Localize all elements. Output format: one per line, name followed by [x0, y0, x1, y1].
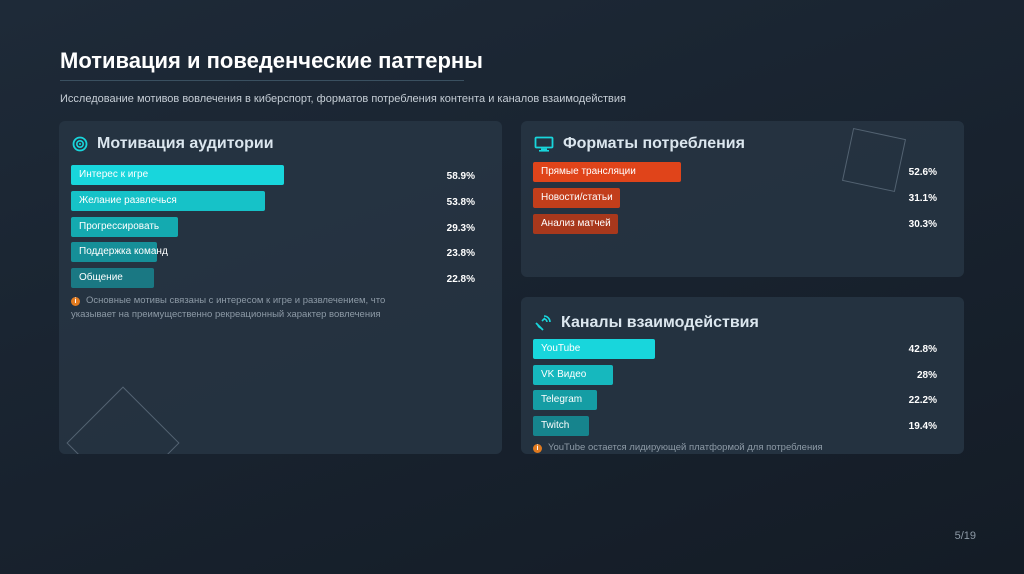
target-icon: [72, 136, 88, 152]
channels-bar-label: YouTube: [541, 343, 581, 354]
motivation-value: 29.3%: [446, 223, 475, 234]
slide-title: Мотивация и поведенческие паттерны: [60, 48, 483, 73]
formats-bar-label: Анализ матчей: [541, 218, 611, 229]
formats-deco: [841, 127, 907, 193]
motivation-value: 53.8%: [446, 197, 475, 208]
motivation-row: Желание развлечься: [71, 191, 265, 211]
motivation-note: i Основные мотивы связаны с интересом к и…: [71, 294, 401, 322]
monitor-icon: [534, 136, 554, 152]
channels-note-text: YouTube остается лидирующей платформой д…: [548, 442, 823, 453]
formats-title: Форматы потребления: [563, 135, 745, 152]
channels-row: YouTube: [533, 339, 655, 359]
motivation-bar-label: Прогрессировать: [79, 221, 160, 232]
channels-card: Каналы взаимодействия YouTube 42.8% VK В…: [521, 297, 964, 454]
channels-bar: Twitch: [533, 416, 589, 436]
formats-bar: Новости/статьи: [533, 188, 620, 208]
info-icon: i: [71, 297, 80, 306]
motivation-bar-label: Интерес к игре: [79, 169, 149, 180]
motivation-row: Прогрессировать: [71, 217, 178, 237]
formats-bar-label: Прямые трансляции: [541, 166, 636, 177]
formats-row: Прямые трансляции: [533, 162, 681, 182]
channels-header: Каналы взаимодействия: [534, 314, 759, 332]
motivation-row: Интерес к игре: [71, 165, 284, 185]
formats-card: Форматы потребления Прямые трансляции 52…: [521, 121, 964, 277]
formats-value: 52.6%: [908, 167, 937, 178]
title-underline: [60, 80, 464, 81]
channels-row: Telegram: [533, 390, 597, 410]
motivation-deco: [66, 386, 180, 454]
motivation-bar-label: Желание развлечься: [79, 195, 177, 206]
formats-bar: Анализ матчей: [533, 214, 618, 234]
channels-bar-label: Telegram: [541, 394, 583, 405]
motivation-bar: Общение: [71, 268, 154, 288]
motivation-row: Поддержка команд: [71, 242, 168, 262]
formats-bar: Прямые трансляции: [533, 162, 681, 182]
channels-value: 28%: [916, 370, 937, 381]
channels-bar-label: VK Видео: [541, 369, 587, 380]
formats-value: 30.3%: [908, 219, 937, 230]
motivation-bar: Поддержка команд: [71, 242, 168, 262]
formats-row: Новости/статьи: [533, 188, 620, 208]
channels-bar: Telegram: [533, 390, 597, 410]
motivation-bar-label: Поддержка команд: [79, 246, 168, 257]
motivation-bar-label: Общение: [79, 272, 123, 283]
motivation-value: 58.9%: [446, 171, 475, 182]
channels-row: Twitch: [533, 416, 589, 436]
channels-title: Каналы взаимодействия: [561, 314, 759, 331]
formats-value: 31.1%: [908, 193, 937, 204]
channels-bar: YouTube: [533, 339, 655, 359]
motivation-header: Мотивация аудитории: [72, 135, 274, 153]
channels-note: i YouTube остается лидирующей платформой …: [533, 441, 933, 454]
motivation-title: Мотивация аудитории: [97, 135, 274, 152]
motivation-row: Общение: [71, 268, 154, 288]
channels-row: VK Видео: [533, 365, 613, 385]
channels-value: 19.4%: [908, 421, 937, 432]
motivation-bar: Желание развлечься: [71, 191, 265, 211]
channels-bar: VK Видео: [533, 365, 613, 385]
page-number: 5/19: [954, 530, 976, 542]
satellite-icon: [534, 314, 552, 332]
channels-value: 42.8%: [908, 344, 937, 355]
channels-value: 22.2%: [908, 395, 937, 406]
info-icon: i: [533, 444, 542, 453]
formats-row: Анализ матчей: [533, 214, 618, 234]
motivation-value: 23.8%: [446, 248, 475, 259]
formats-header: Форматы потребления: [534, 135, 745, 153]
channels-bar-label: Twitch: [541, 420, 570, 431]
motivation-value: 22.8%: [446, 274, 475, 285]
motivation-bar: Интерес к игре: [71, 165, 284, 185]
motivation-bar: Прогрессировать: [71, 217, 178, 237]
formats-bar-label: Новости/статьи: [541, 192, 613, 203]
motivation-card: Мотивация аудитории Интерес к игре 58.9%…: [59, 121, 502, 454]
motivation-note-text: Основные мотивы связаны с интересом к иг…: [71, 295, 386, 320]
slide-subtitle: Исследование мотивов вовлечения в киберс…: [60, 93, 626, 105]
